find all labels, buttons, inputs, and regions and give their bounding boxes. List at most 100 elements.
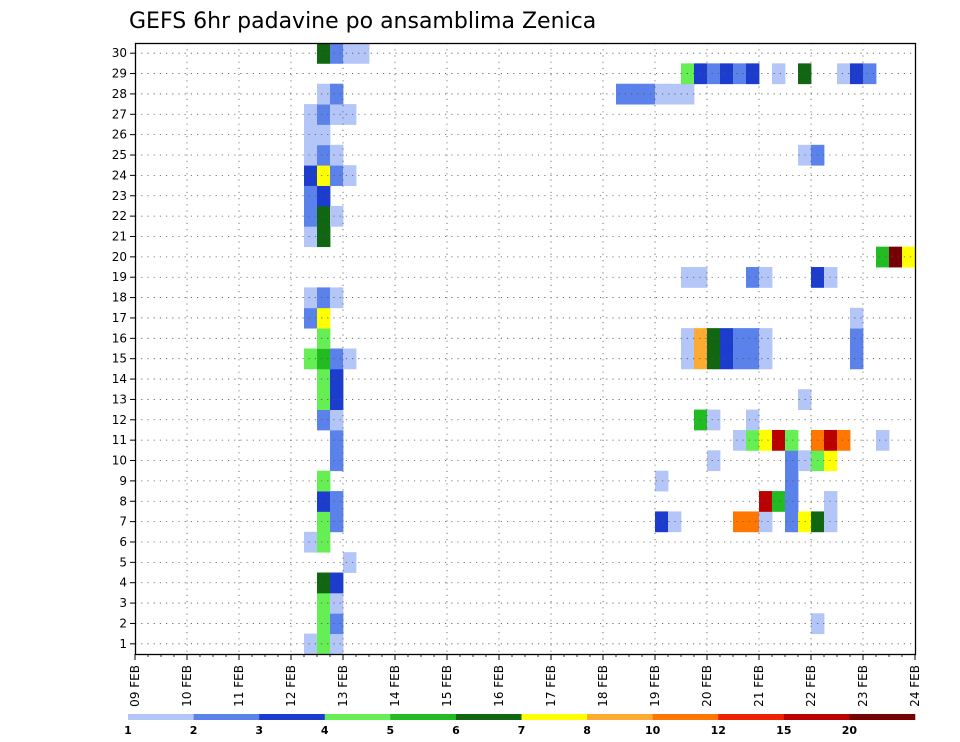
heatmap-cell <box>733 511 747 533</box>
heatmap-cell <box>304 144 318 166</box>
y-tick-label: 10 <box>112 454 127 468</box>
heatmap-cell <box>694 409 708 431</box>
heatmap-cell <box>746 429 760 451</box>
x-tick-label: 21 FEB <box>752 665 766 707</box>
heatmap-cell <box>733 429 747 451</box>
y-tick-label: 15 <box>112 352 127 366</box>
y-tick-label: 12 <box>112 413 127 427</box>
y-tick-label: 27 <box>112 107 127 121</box>
heatmap-cell <box>317 287 331 309</box>
heatmap-cell <box>343 348 357 370</box>
heatmap-cell <box>356 43 370 64</box>
heatmap-cell <box>707 328 721 349</box>
heatmap-cell <box>330 104 344 125</box>
y-tick-label: 25 <box>112 148 127 162</box>
heatmap-cell <box>824 429 838 451</box>
heatmap-cell <box>317 511 331 533</box>
heatmap-cell <box>330 43 344 64</box>
heatmap-cell <box>317 409 331 431</box>
heatmap-cell <box>304 185 318 207</box>
x-tick-label: 14 FEB <box>388 665 402 707</box>
heatmap-cell <box>720 328 734 349</box>
heatmap-cell <box>863 63 877 85</box>
heatmap-cell <box>330 450 344 472</box>
heatmap-cell <box>304 287 318 309</box>
heatmap-cell <box>616 83 630 105</box>
heatmap-cell <box>330 491 344 512</box>
heatmap-cell <box>317 592 331 614</box>
heatmap-cell <box>759 267 773 288</box>
heatmap-cell <box>304 307 318 329</box>
y-tick-label: 8 <box>119 494 127 508</box>
x-tick-label: 22 FEB <box>804 665 818 707</box>
heatmap-cell <box>889 246 903 268</box>
y-tick-label: 11 <box>112 433 127 447</box>
heatmap-cell <box>629 83 643 105</box>
heatmap-cell <box>317 43 331 64</box>
heatmap-cell <box>330 429 344 451</box>
heatmap-cell <box>720 348 734 370</box>
y-tick-label: 7 <box>119 515 127 529</box>
colorbar-swatch <box>324 714 391 720</box>
heatmap-cell <box>343 165 357 186</box>
heatmap-cell <box>759 491 773 512</box>
heatmap-cell <box>772 491 786 512</box>
colorbar-swatch <box>128 714 194 720</box>
heatmap-cell <box>343 43 357 64</box>
gridlines <box>135 43 915 654</box>
heatmap-cell <box>304 531 318 553</box>
y-tick-label: 5 <box>119 555 127 569</box>
x-tick-label: 16 FEB <box>492 665 506 707</box>
heatmap-cell <box>343 104 357 125</box>
heatmap-cell <box>317 389 331 410</box>
heatmap-cell <box>707 63 721 85</box>
heatmap-cell <box>330 389 344 410</box>
x-tick-label: 24 FEB <box>908 665 922 707</box>
heatmap-cell <box>304 205 318 227</box>
y-tick-label: 17 <box>112 311 127 325</box>
heatmap-cell <box>317 572 331 594</box>
heatmap-cell <box>746 511 760 533</box>
x-tick-label: 18 FEB <box>596 665 610 707</box>
heatmap-cell <box>694 348 708 370</box>
heatmap-cell <box>317 124 331 146</box>
heatmap-cell <box>304 226 318 248</box>
heatmap-cell <box>759 348 773 370</box>
heatmap-cell <box>707 348 721 370</box>
y-tick-label: 16 <box>112 331 127 345</box>
heatmap-cell <box>720 63 734 85</box>
heatmap-cell <box>330 572 344 594</box>
heatmap-cell <box>694 267 708 288</box>
heatmap-cell <box>772 63 786 85</box>
heatmap-cell <box>824 267 838 288</box>
heatmap-cell <box>330 348 344 370</box>
x-tick-label: 11 FEB <box>232 665 246 707</box>
y-tick-label: 19 <box>112 270 127 284</box>
colorbar-label: 1 <box>124 724 132 737</box>
heatmap-cell <box>759 328 773 349</box>
heatmap-cell <box>785 470 799 492</box>
heatmap-cell <box>317 531 331 553</box>
heatmap-cells <box>304 43 916 655</box>
heatmap-cell <box>733 348 747 370</box>
colorbar-label: 5 <box>387 724 395 737</box>
heatmap-cell <box>304 124 318 146</box>
heatmap-cell <box>902 246 916 268</box>
colorbar-swatch <box>259 714 326 720</box>
heatmap-cell <box>317 307 331 329</box>
heatmap-cell <box>850 348 864 370</box>
heatmap-cell <box>694 63 708 85</box>
colorbar-label: 2 <box>190 724 198 737</box>
heatmap-cell <box>850 63 864 85</box>
heatmap-cell <box>772 429 786 451</box>
heatmap-cell <box>759 511 773 533</box>
heatmap-cell <box>850 307 864 329</box>
heatmap-cell <box>837 429 851 451</box>
heatmap-cell <box>304 633 318 655</box>
heatmap-cell <box>317 226 331 248</box>
heatmap-cell <box>317 144 331 166</box>
heatmap-cell <box>785 491 799 512</box>
heatmap-cell <box>707 450 721 472</box>
y-tick-label: 21 <box>112 229 127 243</box>
